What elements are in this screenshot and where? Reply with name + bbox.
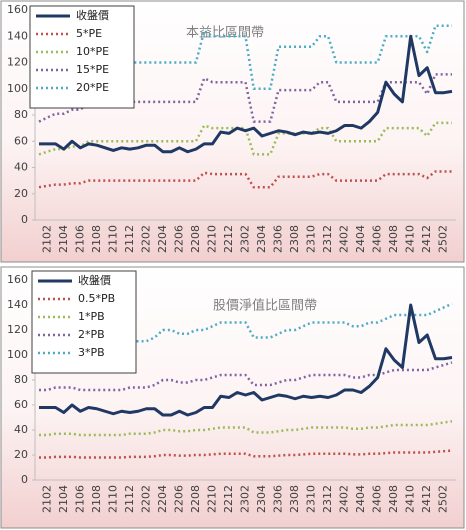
legend-label: 2*PB <box>78 328 105 341</box>
x-tick-label: 2408 <box>387 485 400 513</box>
x-tick-label: 2102 <box>40 225 53 253</box>
y-tick-label: 140 <box>7 29 28 42</box>
x-tick-label: 2306 <box>272 485 285 513</box>
y-tick-label: 80 <box>14 108 28 121</box>
chart-title: 本益比區間帶 <box>186 26 264 41</box>
y-tick-label: 120 <box>7 323 28 336</box>
y-tick-label: 20 <box>14 448 28 461</box>
series-line <box>39 449 453 459</box>
legend-label: 1*PB <box>78 310 105 323</box>
x-tick-label: 2410 <box>404 485 417 513</box>
y-tick-label: 100 <box>7 82 28 95</box>
x-tick-label: 2212 <box>222 225 235 253</box>
x-tick-label: 2208 <box>189 225 202 253</box>
y-tick-label: 20 <box>14 187 28 200</box>
x-tick-label: 2202 <box>139 485 152 513</box>
legend-label: 3*PB <box>78 346 105 359</box>
y-tick-label: 160 <box>7 273 28 286</box>
y-tick-label: 120 <box>7 56 28 69</box>
x-tick-label: 2212 <box>222 485 235 513</box>
x-tick-label: 2108 <box>90 225 103 253</box>
x-tick-label: 2210 <box>205 225 218 253</box>
x-tick-label: 2204 <box>156 485 169 513</box>
series-line <box>39 34 453 154</box>
x-tick-label: 2108 <box>90 485 103 513</box>
legend-label: 收盤價 <box>76 8 109 22</box>
x-tick-label: 2310 <box>305 485 318 513</box>
legend-box <box>29 5 135 109</box>
x-tick-label: 2308 <box>288 225 301 253</box>
x-tick-label: 2210 <box>205 485 218 513</box>
x-tick-label: 2312 <box>321 225 334 253</box>
x-tick-label: 2112 <box>123 485 136 513</box>
x-tick-label: 2410 <box>404 225 417 253</box>
x-tick-label: 2308 <box>288 485 301 513</box>
legend-label: 收盤價 <box>78 273 111 287</box>
x-tick-label: 2312 <box>321 485 334 513</box>
x-tick-label: 2406 <box>371 225 384 253</box>
series-line <box>39 303 453 417</box>
x-tick-label: 2412 <box>420 485 433 513</box>
y-tick-label: 40 <box>14 161 28 174</box>
x-tick-label: 2306 <box>272 225 285 253</box>
series-line <box>38 170 452 189</box>
x-tick-label: 2204 <box>156 225 169 253</box>
x-tick-label: 2502 <box>437 225 450 253</box>
chart-title: 股價淨值比區間帶 <box>213 298 317 314</box>
x-tick-label: 2104 <box>57 485 70 513</box>
series-line <box>38 24 452 90</box>
x-tick-label: 2304 <box>255 485 268 513</box>
x-tick-label: 2208 <box>189 485 202 513</box>
x-tick-label: 2302 <box>239 225 252 253</box>
x-tick-label: 2408 <box>387 225 400 253</box>
y-tick-label: 40 <box>14 423 28 436</box>
x-tick-label: 2110 <box>106 485 119 513</box>
legend-label: 20*PE <box>76 81 109 94</box>
legend-box <box>31 270 137 374</box>
y-tick-label: 140 <box>7 298 28 311</box>
x-tick-label: 2104 <box>57 225 70 253</box>
legend-label: 5*PE <box>76 27 102 40</box>
y-tick-label: 0 <box>21 473 28 486</box>
x-tick-label: 2502 <box>437 485 450 513</box>
x-tick-label: 2310 <box>305 225 318 253</box>
y-tick-label: 60 <box>14 398 28 411</box>
y-tick-label: 60 <box>14 134 28 147</box>
x-tick-label: 2402 <box>338 485 351 513</box>
y-tick-label: 100 <box>7 348 28 361</box>
legend-label: 0.5*PB <box>78 292 115 305</box>
x-tick-label: 2106 <box>73 225 86 253</box>
x-tick-label: 2406 <box>371 485 384 513</box>
x-tick-label: 2202 <box>139 225 152 253</box>
x-tick-label: 2206 <box>172 485 185 513</box>
x-tick-label: 2112 <box>123 225 136 253</box>
x-tick-label: 2402 <box>338 225 351 253</box>
legend-label: 10*PE <box>76 45 109 58</box>
y-tick-label: 160 <box>7 3 28 16</box>
y-tick-label: 0 <box>21 213 28 226</box>
x-tick-label: 2404 <box>354 225 367 253</box>
series-line <box>39 361 453 392</box>
x-tick-label: 2102 <box>40 485 53 513</box>
x-tick-label: 2412 <box>420 225 433 253</box>
x-tick-label: 2404 <box>354 485 367 513</box>
x-tick-label: 2206 <box>172 225 185 253</box>
y-tick-label: 80 <box>14 373 28 386</box>
x-tick-label: 2302 <box>239 485 252 513</box>
series-line <box>38 121 452 156</box>
x-tick-label: 2304 <box>255 225 268 253</box>
x-tick-label: 2110 <box>106 225 119 253</box>
legend-label: 15*PE <box>76 63 109 76</box>
x-tick-label: 2106 <box>73 485 86 513</box>
